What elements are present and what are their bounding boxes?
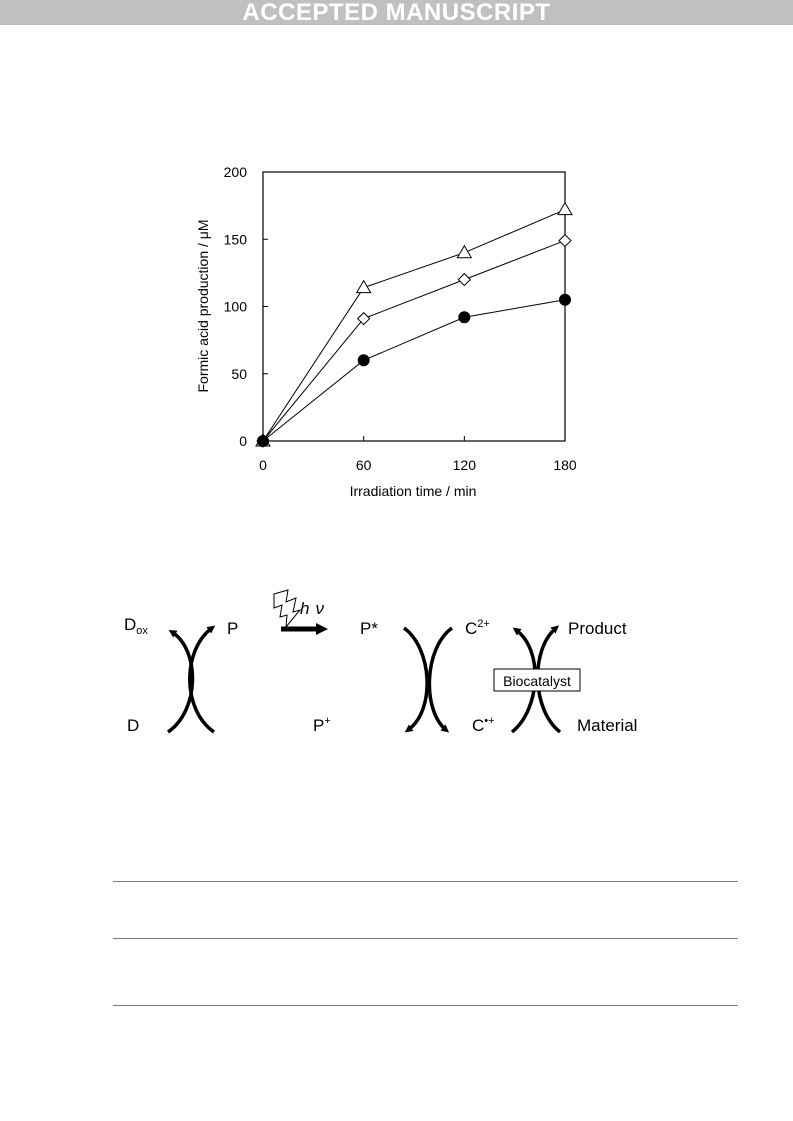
scheme-p: P [227,619,238,638]
series-line [262,299,566,442]
accepted-manuscript-banner: ACCEPTED MANUSCRIPT [0,0,793,25]
enzyme-crossed-arrows [510,625,562,734]
triangle-point [557,201,573,216]
donor-crossed-arrows [166,625,216,734]
chart-plot-area [262,171,566,442]
light-arrow [281,623,328,635]
diamond-point [558,233,572,248]
y-tick-label: 150 [224,231,248,247]
formic-acid-chart: 0 50 100 150 200 0 60 120 180 Irradiation time /… [195,164,577,499]
scheme-material: Material [577,716,637,735]
y-tick-label: 100 [224,299,248,315]
biocatalyst-box [493,668,581,692]
table-header-rule [113,938,738,939]
scheme-d-ox: Dox [124,615,148,637]
x-tick-label: 60 [356,457,372,473]
table-bottom-rule [113,1005,738,1006]
y-tick-label: 50 [231,366,247,382]
circle-point [559,293,571,306]
series-line [262,209,566,442]
lightning-icon [273,589,302,629]
diamond-point [356,311,371,326]
triangle-point [456,244,473,259]
plot-frame [262,171,566,442]
chart-ticks: 0 50 100 150 200 0 60 120 180 [224,164,577,473]
y-axis-label: Formic acid production / μM [195,219,211,392]
scheme-p-plus: P+ [313,715,331,735]
y-tick-label: 200 [224,164,248,180]
scheme-d: D [127,716,139,735]
diamond-point [457,272,472,287]
scheme-c2plus: C2+ [465,618,490,638]
chart-series-group [255,201,573,448]
circle-point [458,311,471,324]
scheme-p-star: P* [360,619,378,638]
x-tick-label: 120 [453,457,477,473]
biocatalyst-label: Biocatalyst [503,673,571,689]
series-line [262,240,566,442]
circle-point [357,354,370,367]
triangle-point [355,279,372,294]
y-tick-label: 0 [239,433,247,449]
scheme-c-radical: C•+ [472,715,495,735]
table-top-rule [113,881,738,882]
x-tick-label: 180 [553,457,577,473]
x-axis-label: Irradiation time / min [350,483,477,499]
circle-point [257,435,269,447]
x-tick-label: 0 [259,457,267,473]
scheme-product: Product [568,619,627,638]
mediator-crossed-arrows [402,626,454,733]
